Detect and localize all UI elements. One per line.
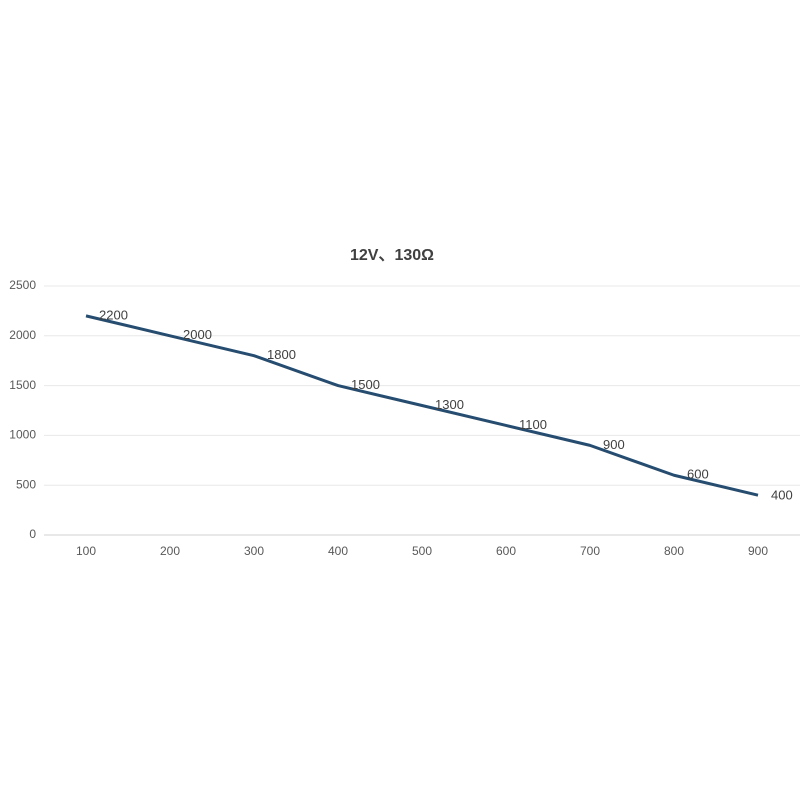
data-label: 2200 xyxy=(99,307,128,322)
data-label: 600 xyxy=(687,467,709,482)
x-tick-label: 400 xyxy=(328,544,348,558)
data-label: 400 xyxy=(771,488,793,503)
x-tick-label: 200 xyxy=(160,544,180,558)
x-tick-label: 900 xyxy=(748,544,768,558)
x-tick-label: 500 xyxy=(412,544,432,558)
x-tick-label: 300 xyxy=(244,544,264,558)
y-tick-label: 2000 xyxy=(9,328,36,342)
data-label: 1500 xyxy=(351,377,380,392)
chart-title: 12V、130Ω xyxy=(350,247,434,264)
data-line xyxy=(85,314,759,497)
x-tick-label: 800 xyxy=(664,544,684,558)
data-label: 2000 xyxy=(183,327,212,342)
x-tick-label: 600 xyxy=(496,544,516,558)
x-tick-label: 700 xyxy=(580,544,600,558)
y-tick-label: 1500 xyxy=(9,378,36,392)
data-label: 1800 xyxy=(267,347,296,362)
y-tick-label: 2500 xyxy=(9,278,36,292)
y-tick-label: 0 xyxy=(29,527,36,541)
data-label: 1100 xyxy=(519,417,547,432)
y-tick-label: 500 xyxy=(16,477,36,491)
data-label: 900 xyxy=(603,437,625,452)
data-label: 1300 xyxy=(435,397,464,412)
x-tick-label: 100 xyxy=(76,544,96,558)
y-tick-label: 1000 xyxy=(9,428,36,442)
